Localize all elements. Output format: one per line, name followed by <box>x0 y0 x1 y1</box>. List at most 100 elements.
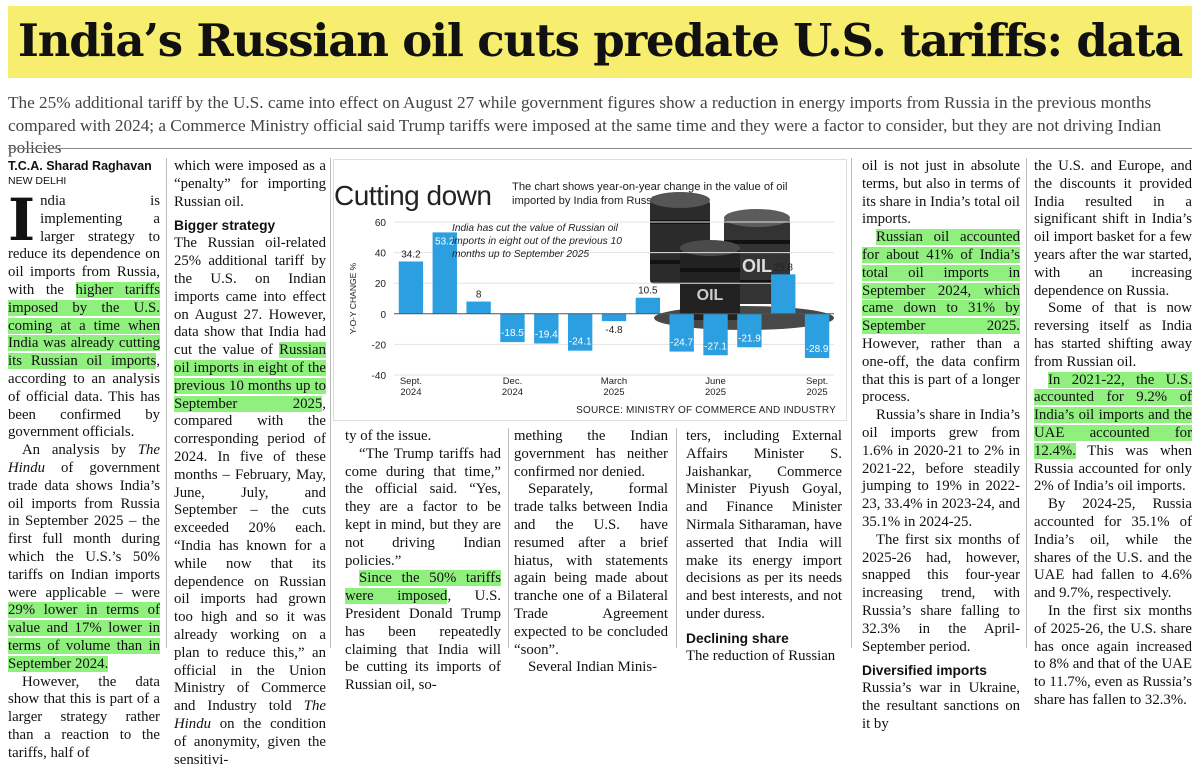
text: This was when Russia accounted for only … <box>1034 442 1192 495</box>
chart-subtitle: The chart shows year-on-year change in t… <box>512 181 788 207</box>
text: The Russian oil-related 25% additional t… <box>174 235 326 359</box>
dropcap: I <box>8 186 36 254</box>
paragraph: “The Trump tariffs had come during that … <box>345 445 501 569</box>
text: , compared with the corresponding period… <box>174 395 326 715</box>
paragraph: The first six months of 2025-26 had, how… <box>862 531 1020 655</box>
paragraph: By 2024-25, Russia accounted for 35.1% o… <box>1034 496 1192 602</box>
text: of government trade data shows India’s o… <box>8 459 160 601</box>
column-divider <box>1026 158 1027 648</box>
x-tick-label: Sept. <box>806 376 828 387</box>
bar <box>635 297 661 314</box>
text: ndia is implementing a larger strategy t… <box>8 193 160 298</box>
data-label: 8 <box>476 290 482 301</box>
column-6: oil is not just in absolute terms, but a… <box>862 158 1020 734</box>
data-label: -19.4 <box>535 329 558 340</box>
data-label: -4.8 <box>605 325 623 336</box>
column-divider <box>166 158 167 648</box>
x-tick-label: June <box>705 376 726 387</box>
data-label: 10.5 <box>638 286 658 297</box>
headline-banner: India’s Russian oil cuts predate U.S. ta… <box>8 6 1192 78</box>
column-5: ters, including External Affairs Ministe… <box>686 428 842 666</box>
x-tick-label: 2024 <box>502 387 523 398</box>
paragraph: In 2021-22, the U.S. accounted for 9.2% … <box>1034 371 1192 497</box>
column-4: mething the Indian government has neithe… <box>514 428 668 677</box>
subheading: Declining share <box>686 630 789 646</box>
bar <box>500 313 525 343</box>
chart-source: SOURCE: MINISTRY OF COMMERCE AND INDUSTR… <box>576 405 836 416</box>
bar <box>703 313 728 356</box>
deck: The 25% additional tariff by the U.S. ca… <box>8 93 1162 157</box>
bar <box>601 313 627 322</box>
divider-rule <box>8 148 1192 149</box>
paragraph: However, the data show that this is part… <box>8 673 160 761</box>
publication-name: The Hindu <box>8 442 160 476</box>
dateline: NEW DELHI <box>8 175 67 187</box>
data-label: -18.5 <box>501 328 524 339</box>
x-tick-label: March <box>601 376 627 387</box>
byline: T.C.A. Sharad Raghavan <box>8 159 152 173</box>
paragraph: Russia’s share in India’s oil imports gr… <box>862 407 1020 530</box>
y-axis-label: Y-O-Y CHANGE % <box>348 262 358 334</box>
data-label: 25.8 <box>773 262 793 273</box>
highlight: 29% lower in terms of value and 17% lowe… <box>8 602 160 672</box>
paragraph: which were imposed as a “penalty” for im… <box>174 158 326 210</box>
y-tick-label: -20 <box>372 340 387 351</box>
barrel-label: OIL <box>742 256 772 276</box>
bar <box>669 313 694 352</box>
x-tick-label: 2025 <box>603 387 624 398</box>
bar <box>466 301 491 314</box>
bar <box>398 261 424 314</box>
barrel-label: OIL <box>697 287 724 304</box>
x-tick-label: 2024 <box>400 387 421 398</box>
paragraph: mething the Indian government has neithe… <box>514 428 668 480</box>
subheading: Diversified imports <box>862 663 987 679</box>
oil-barrel-icon: OIL <box>680 240 740 320</box>
paragraph: Russia’s war in Ukraine, the resultant s… <box>862 680 1020 732</box>
column-divider <box>676 428 677 648</box>
highlight: Russian oil accounted for about 41% of I… <box>862 229 1020 335</box>
y-tick-label: 0 <box>380 310 386 321</box>
data-label: -27.1 <box>704 341 727 352</box>
y-tick-label: 20 <box>375 279 387 290</box>
subheading: Bigger strategy <box>174 218 276 234</box>
chart-annotation: India has cut the value of Russian oil i… <box>452 223 622 260</box>
paragraph: In the first six months of 2025-26, the … <box>1034 602 1192 708</box>
x-tick-label: 2025 <box>705 387 726 398</box>
y-tick-label: -40 <box>372 371 387 382</box>
data-label: -28.9 <box>806 344 829 355</box>
data-label: -24.7 <box>670 338 693 349</box>
column-divider <box>508 428 509 648</box>
column-divider <box>851 158 852 648</box>
x-tick-label: Dec. <box>503 376 523 387</box>
paragraph: Some of that is now reversing itself as … <box>1034 300 1192 370</box>
data-label: 34.2 <box>401 249 421 260</box>
oil-barrel-illustration: OIL OIL <box>650 192 834 330</box>
column-7: the U.S. and Europe, and the discounts i… <box>1034 158 1192 710</box>
data-label: -21.9 <box>738 333 761 344</box>
paragraph: An analysis by The Hindu of government t… <box>8 442 160 673</box>
chart-box: Cutting down The chart shows year-on-yea… <box>333 159 847 421</box>
bar <box>771 274 796 314</box>
bar <box>567 313 593 351</box>
bar <box>432 232 457 314</box>
column-divider <box>330 158 331 648</box>
headline: India’s Russian oil cuts predate U.S. ta… <box>17 14 1184 67</box>
paragraph: Since the 50% tariffs were imposed, U.S.… <box>345 570 501 695</box>
paragraph: Separately, formal trade talks between I… <box>514 481 668 658</box>
paragraph: the U.S. and Europe, and the discounts i… <box>1034 158 1192 299</box>
data-label: 53.2 <box>435 236 455 247</box>
bar <box>534 313 559 344</box>
text: , according to an analysis of official d… <box>8 353 160 441</box>
chart-title: Cutting down <box>334 180 492 211</box>
paragraph: Several Indian Minis- <box>528 659 658 676</box>
bar <box>737 313 762 348</box>
y-tick-label: 40 <box>375 249 387 260</box>
column-3: ty of the issue. “The Trump tariffs had … <box>345 428 501 695</box>
column-2: which were imposed as a “penalty” for im… <box>174 158 326 769</box>
paragraph: ty of the issue. <box>345 428 432 444</box>
bar-chart: OIL OIL 60 40 20 0 -20 -40 Y-O-Y CHANGE % 34.2 5… <box>348 192 834 398</box>
x-tick-label: 2025 <box>807 387 828 398</box>
paragraph: Russian oil accounted for about 41% of I… <box>862 229 1020 407</box>
